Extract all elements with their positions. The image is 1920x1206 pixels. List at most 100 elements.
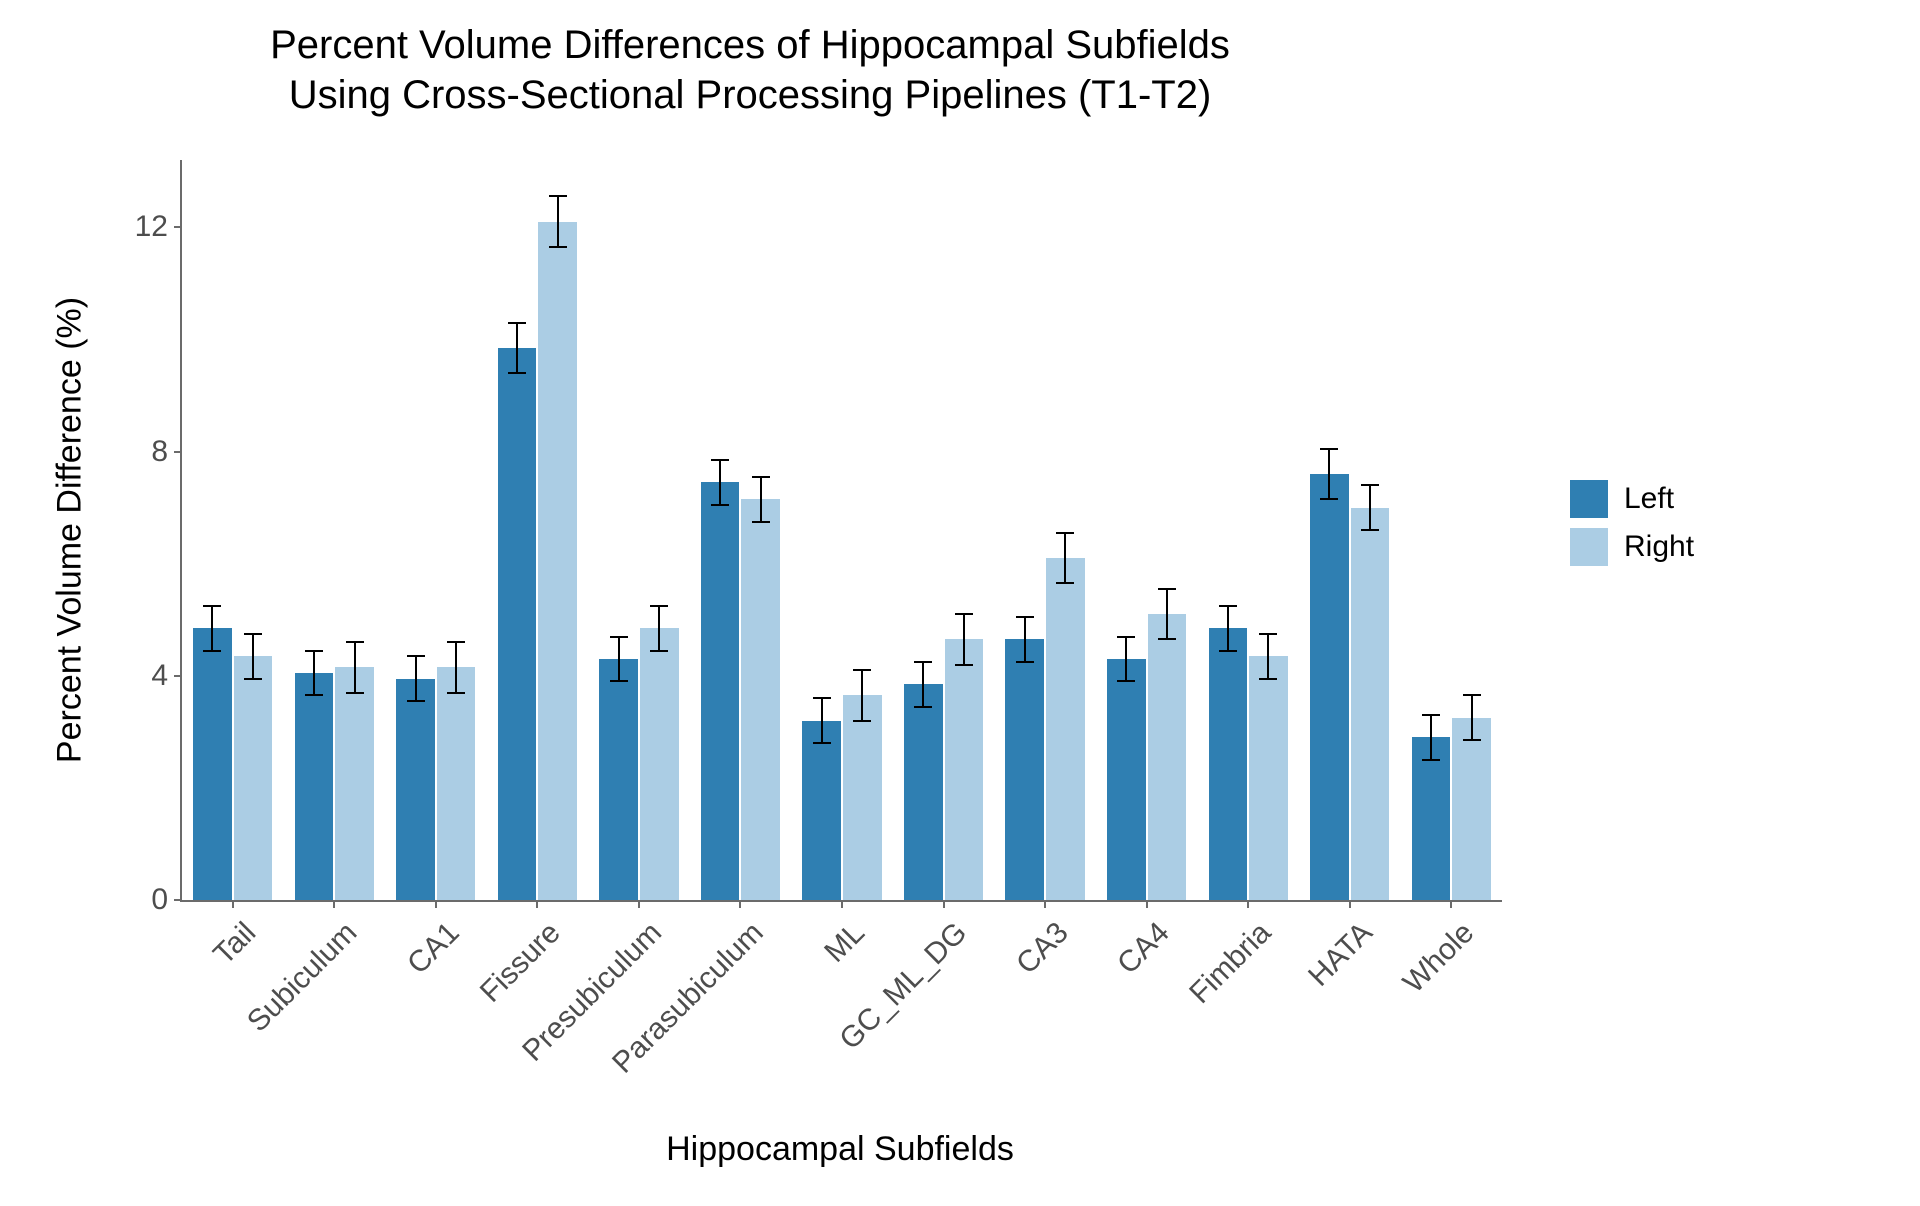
error-cap	[447, 641, 465, 643]
legend-swatch-right	[1570, 528, 1608, 566]
error-cap	[1158, 638, 1176, 640]
error-cap	[1361, 484, 1379, 486]
error-cap	[1320, 448, 1338, 450]
error-cap	[1117, 680, 1135, 682]
error-cap	[813, 697, 831, 699]
error-cap	[853, 669, 871, 671]
plot-area: 04812TailSubiculumCA1FissurePresubiculum…	[180, 160, 1502, 902]
ytick-label: 4	[151, 659, 168, 693]
bar-right	[1046, 558, 1085, 900]
error-cap	[711, 459, 729, 461]
bar-right	[335, 667, 374, 900]
bar-right	[1249, 656, 1288, 900]
error-bar	[1125, 637, 1127, 682]
error-cap	[1158, 588, 1176, 590]
xtick-mark	[435, 900, 437, 908]
xtick-label: CA3	[1010, 916, 1075, 981]
error-cap	[955, 613, 973, 615]
bar-left	[1107, 659, 1146, 900]
error-cap	[1219, 650, 1237, 652]
bar-left	[193, 628, 232, 900]
ytick-mark	[174, 226, 182, 228]
bar-left	[802, 721, 841, 900]
xtick-mark	[1349, 900, 1351, 908]
error-cap	[203, 605, 221, 607]
error-cap	[346, 692, 364, 694]
error-bar	[963, 614, 965, 664]
error-bar	[354, 642, 356, 692]
error-bar	[1369, 485, 1371, 530]
error-cap	[1463, 739, 1481, 741]
error-cap	[650, 605, 668, 607]
error-bar	[252, 634, 254, 679]
error-cap	[244, 678, 262, 680]
error-cap	[305, 650, 323, 652]
error-bar	[1227, 606, 1229, 651]
error-bar	[658, 606, 660, 651]
error-cap	[1016, 616, 1034, 618]
xtick-mark	[739, 900, 741, 908]
error-cap	[203, 650, 221, 652]
error-bar	[821, 698, 823, 743]
bar-left	[1209, 628, 1248, 900]
error-bar	[1064, 533, 1066, 583]
error-bar	[618, 637, 620, 682]
error-bar	[1430, 715, 1432, 760]
xtick-label: HATA	[1302, 916, 1379, 993]
error-cap	[752, 521, 770, 523]
error-cap	[508, 322, 526, 324]
xtick-mark	[1450, 900, 1452, 908]
xtick-mark	[333, 900, 335, 908]
error-cap	[346, 641, 364, 643]
error-cap	[1361, 529, 1379, 531]
error-cap	[914, 661, 932, 663]
bar-left	[396, 679, 435, 900]
error-bar	[922, 662, 924, 707]
xtick-label: CA1	[401, 916, 466, 981]
error-cap	[447, 692, 465, 694]
error-cap	[610, 680, 628, 682]
bar-left	[1310, 474, 1349, 900]
error-bar	[455, 642, 457, 692]
title-line-1: Percent Volume Differences of Hippocampa…	[270, 23, 1230, 67]
error-cap	[549, 246, 567, 248]
error-cap	[853, 720, 871, 722]
chart-container: Percent Volume Differences of Hippocampa…	[0, 0, 1920, 1206]
xtick-mark	[841, 900, 843, 908]
bar-right	[437, 667, 476, 900]
error-bar	[415, 656, 417, 701]
bar-left	[904, 684, 943, 900]
error-cap	[549, 195, 567, 197]
ytick-mark	[174, 899, 182, 901]
ytick-label: 0	[151, 883, 168, 917]
error-cap	[1056, 582, 1074, 584]
error-bar	[861, 670, 863, 720]
ytick-mark	[174, 451, 182, 453]
xtick-mark	[1247, 900, 1249, 908]
error-bar	[1166, 589, 1168, 639]
error-bar	[211, 606, 213, 651]
xtick-mark	[1044, 900, 1046, 908]
bar-right	[234, 656, 273, 900]
error-cap	[914, 706, 932, 708]
error-cap	[1422, 714, 1440, 716]
error-cap	[1259, 633, 1277, 635]
bar-right	[538, 222, 577, 900]
bar-left	[295, 673, 334, 900]
xtick-mark	[1146, 900, 1148, 908]
error-bar	[1267, 634, 1269, 679]
title-line-2: Using Cross-Sectional Processing Pipelin…	[289, 73, 1212, 117]
legend: Left Right	[1570, 470, 1694, 576]
ytick-label: 8	[151, 435, 168, 469]
error-cap	[244, 633, 262, 635]
error-cap	[508, 372, 526, 374]
chart-title: Percent Volume Differences of Hippocampa…	[0, 20, 1500, 120]
error-bar	[760, 477, 762, 522]
error-bar	[719, 460, 721, 505]
xtick-label: Fimbria	[1183, 916, 1278, 1011]
bar-right	[741, 499, 780, 900]
xtick-mark	[232, 900, 234, 908]
xtick-mark	[536, 900, 538, 908]
ytick-label: 12	[135, 210, 168, 244]
ytick-mark	[174, 675, 182, 677]
